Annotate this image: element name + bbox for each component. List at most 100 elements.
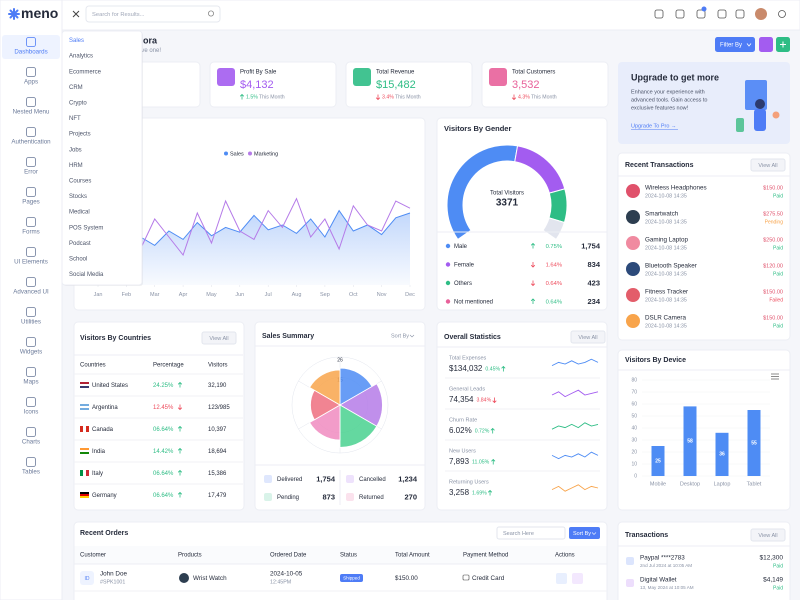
view-all[interactable]: View All [578,335,597,341]
label: 32,190 [208,383,227,389]
label: 12:45PM [270,579,291,585]
nav-item[interactable]: Error [24,169,38,176]
nav-item[interactable]: UI Elements [14,259,48,266]
y-tick-label: 0 [634,473,637,479]
sort-button[interactable]: Sort By [391,333,409,339]
menu-item[interactable]: Social Media [69,272,104,278]
search-placeholder[interactable]: Search for Results... [92,12,145,18]
search-placeholder[interactable]: Search Here [503,531,534,537]
card-title: Sales Summary [262,333,314,340]
nav-item[interactable]: Charts [22,439,40,446]
label: 270 [404,492,417,501]
trend-arrow [511,94,517,101]
label: $120.00 [763,263,783,269]
label: $250.00 [763,237,783,243]
menu-item[interactable]: Crypto [69,100,87,106]
flag [80,426,83,432]
search-box[interactable] [496,526,566,540]
label: 17,479 [208,493,227,499]
nav-item[interactable]: Tables [22,469,40,476]
menu-item[interactable]: POS System [69,225,103,231]
filter-button-label[interactable]: Filter By [720,43,742,49]
nav-icon [26,367,36,377]
view-all-button[interactable] [750,528,786,542]
view-action[interactable] [556,573,567,584]
sort-button[interactable] [569,527,600,539]
label: Returning Users [449,479,489,485]
stat-icon [489,68,507,86]
card [481,61,609,108]
sort-button-label[interactable]: Sort By [573,531,591,537]
column-header: Countries [80,363,106,369]
menu-item[interactable]: Sales [69,38,84,44]
filter-button[interactable] [715,37,755,52]
nav-item[interactable]: Maps [23,379,38,386]
menu-item[interactable]: Projects [69,132,91,138]
nav-item[interactable]: Dashboards [14,49,47,56]
settings-icon[interactable] [778,10,786,18]
view-all-button[interactable] [750,158,786,172]
header-icon[interactable] [654,9,664,19]
label: 0.72% [475,428,490,434]
menu-item[interactable]: CRM [69,85,83,91]
menu-item[interactable]: Analytics [69,54,93,60]
avatar[interactable] [755,8,767,20]
view-all-button[interactable] [201,331,237,345]
label: Smartwatch [645,211,679,218]
nav-item[interactable]: Forms [22,229,40,236]
header-icon[interactable] [675,9,685,19]
sparkline [551,358,599,367]
menu-icon[interactable] [771,373,779,380]
label: 13, May 2024 at 10:05 AM [640,585,694,590]
nav-item[interactable]: Icons [24,409,39,416]
trend-arrow [530,242,536,249]
view-all[interactable]: View All [758,533,777,539]
nav-icon [26,97,36,107]
x-tick-label: Sep [320,292,330,298]
nav-item[interactable]: Pages [22,199,40,206]
nav-icon [26,157,36,167]
nav-item[interactable]: Advanced UI [13,289,49,296]
view-all[interactable]: View All [209,336,228,342]
bar [747,410,761,476]
nav-item[interactable]: Utilities [21,319,41,326]
card-title: Visitors By Device [625,357,686,364]
y-tick-label: 80 [631,377,637,383]
label: Delivered [277,477,302,483]
label: Profit By Sale [240,70,277,76]
upgrade-link[interactable]: Upgrade To Pro → [631,123,676,129]
header-icon[interactable] [696,9,706,19]
menu-item[interactable]: Jobs [69,147,82,153]
label: Total Visitors [490,191,524,197]
nav-icon [26,187,36,197]
header-icon[interactable] [717,9,727,19]
menu-item[interactable]: NFT [69,116,81,122]
menu-item[interactable]: Ecommerce [69,69,102,75]
label: John Doe [100,571,127,578]
menu-item[interactable]: Stocks [69,194,87,200]
status: Pending [765,219,784,225]
menu-item[interactable]: Medical [69,210,90,216]
status: Paid [773,271,783,277]
header-icon[interactable] [735,9,745,19]
nav-item[interactable]: Apps [24,79,38,86]
nav-item[interactable]: Widgets [20,349,42,356]
menu-item[interactable]: HRM [69,163,83,169]
flag [80,382,89,384]
view-all-button[interactable] [570,330,606,344]
illustration-body [754,109,766,131]
download-button[interactable] [759,37,773,52]
label: Argentina [92,405,118,411]
polar-sector [309,404,341,441]
label: 2024-10-08 14:35 [645,297,687,303]
nav-item[interactable]: Nested Menu [13,109,50,116]
menu-item[interactable]: Courses [69,178,91,184]
close-menu[interactable] [72,10,80,18]
nav-icon [26,457,36,467]
menu-item[interactable]: Podcast [69,241,91,247]
view-all[interactable]: View All [758,163,777,169]
edit-action[interactable] [572,573,583,584]
menu-item[interactable]: School [69,256,87,262]
search-box[interactable] [85,5,221,23]
nav-item[interactable]: Authentication [11,139,51,146]
